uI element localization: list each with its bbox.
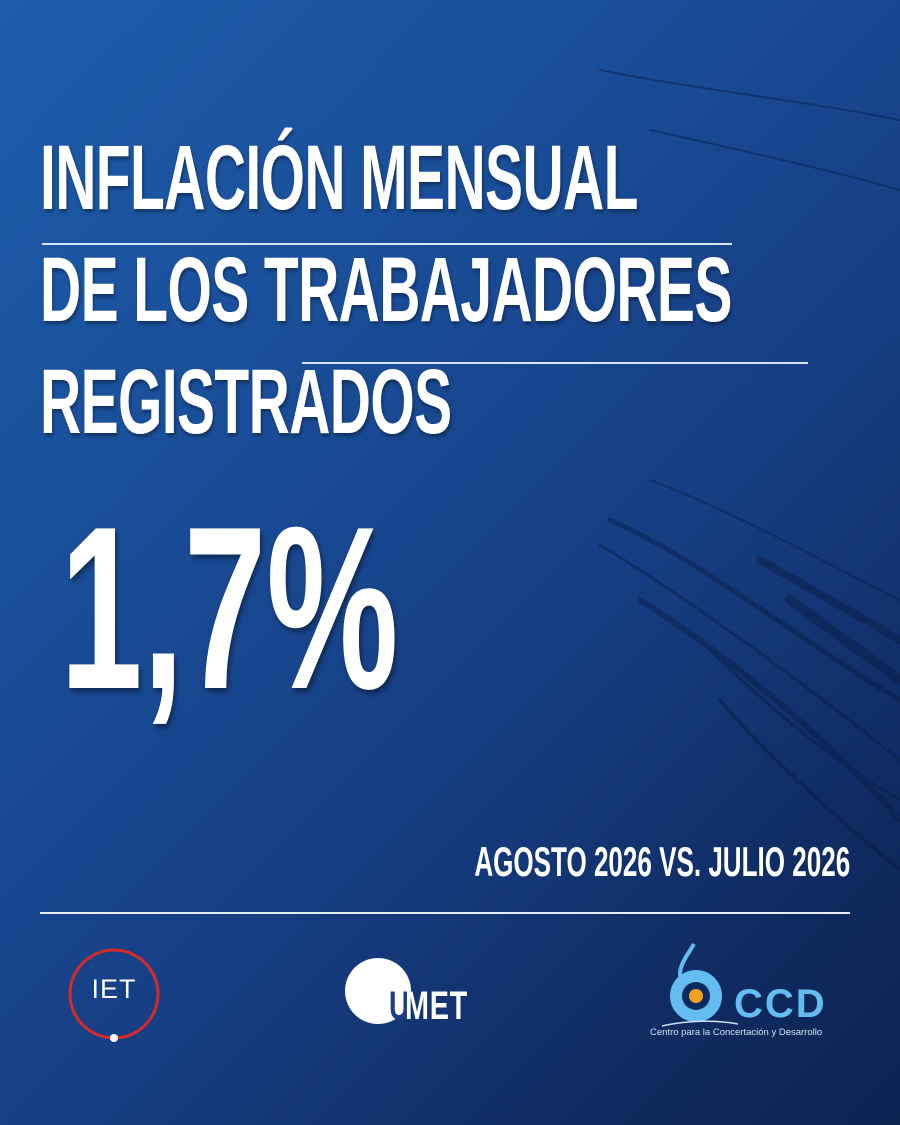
headline-line-1: INFLACIÓN MENSUAL <box>40 127 638 229</box>
headline: INFLACIÓN MENSUAL DE LOS TRABAJADORES RE… <box>40 122 732 458</box>
umet-logo: U MET <box>345 958 495 1028</box>
inflation-value: 1,7% <box>60 479 399 738</box>
umet-logo-text: MET <box>405 984 468 1028</box>
headline-line-2: DE LOS TRABAJADORES <box>40 239 732 341</box>
headline-underline-2 <box>302 362 808 364</box>
headline-underline-1 <box>42 243 732 245</box>
ccd-logo-subtitle: Centro para la Concertación y Desarrollo <box>650 1027 823 1038</box>
headline-line-3: REGISTRADOS <box>40 351 452 453</box>
iet-logo: IET <box>66 946 162 1042</box>
ccd-logo: CCD Centro para la Concertación y Desarr… <box>640 940 850 1045</box>
period-label: AGOSTO 2026 VS. JULIO 2026 <box>474 838 850 885</box>
ccd-logo-text: CCD <box>734 982 827 1026</box>
umet-logo-letter: U <box>389 984 410 1028</box>
iet-logo-text: IET <box>91 974 137 1004</box>
iet-ring-icon <box>68 948 160 1042</box>
umet-circle-icon <box>345 958 411 1024</box>
footer-divider <box>40 912 850 914</box>
ccd-drop-icon <box>661 942 738 1027</box>
